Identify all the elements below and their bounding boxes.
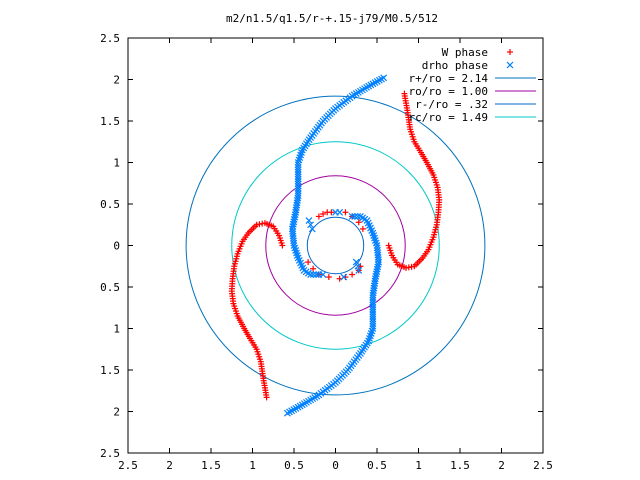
chart-title: m2/n1.5/q1.5/r-+.15-j79/M0.5/512 <box>226 12 438 25</box>
legend-label: drho phase <box>422 59 488 72</box>
legend-label: W phase <box>442 46 488 59</box>
w-phase-point <box>324 209 331 216</box>
y-tick-label: 2 <box>113 406 120 419</box>
legend-marker <box>506 61 514 69</box>
w-phase-point <box>279 242 286 249</box>
y-tick-label: 2.5 <box>100 32 120 45</box>
drho-phase-point <box>351 213 359 220</box>
w-phase-point <box>325 274 332 281</box>
y-tick-label: 1.5 <box>100 364 120 377</box>
y-tick-label: 0 <box>113 240 120 253</box>
legend-label: r+/ro = 2.14 <box>409 72 489 85</box>
w-phase-point <box>315 213 322 220</box>
x-tick-label: 0 <box>332 459 339 472</box>
w-phase-point <box>349 271 356 278</box>
y-tick-label: 2 <box>113 74 120 87</box>
reference-circles <box>185 95 486 396</box>
drho-phase-point <box>354 213 362 220</box>
w-phase-point <box>342 209 349 216</box>
legend-label: r-/ro = .32 <box>415 98 488 111</box>
x-tick-label: 2.5 <box>118 459 138 472</box>
y-tick-label: 1 <box>113 323 120 336</box>
circle-ro-ro-1-00 <box>265 175 406 316</box>
y-tick-label: 2.5 <box>100 447 120 460</box>
drho-phase-point <box>352 258 360 266</box>
drho-phase-point <box>305 217 313 225</box>
axis-tick-labels: 2.5 2 1.5 1 0.5 0 0.5 1 1.5 2 2.52.521.510.500.511… <box>100 32 553 472</box>
w-phase-point <box>355 219 362 226</box>
circle-r-ro-2-14 <box>185 95 486 396</box>
drho-phase-point <box>309 271 317 278</box>
y-tick-label: 0.5 <box>100 281 120 294</box>
drho-phase-point <box>319 271 327 278</box>
legend-label: ro/ro = 1.00 <box>409 85 488 98</box>
drho-phase-point <box>348 213 356 220</box>
axis-ticks <box>127 37 544 454</box>
legend-label: rc/ro = 1.49 <box>409 111 488 124</box>
w-phase-point <box>385 242 392 249</box>
x-tick-label: 2 <box>166 459 173 472</box>
w-phase-point <box>359 225 366 232</box>
circle-r-ro-32 <box>306 216 365 275</box>
x-tick-label: 0.5 <box>284 459 304 472</box>
x-tick-label: 1.5 <box>450 459 470 472</box>
y-tick-label: 0.5 <box>100 198 120 211</box>
drho-phase-point <box>307 271 315 278</box>
circle-rc-ro-1-49 <box>231 141 440 350</box>
x-tick-label: 2.5 <box>533 459 553 472</box>
drho-phase-point <box>355 266 363 274</box>
w-phase-point <box>305 259 312 266</box>
drho-phase-point <box>340 273 348 281</box>
drho-phase-point <box>308 225 316 233</box>
drho-phase-point <box>336 208 344 216</box>
x-tick-label: 1 <box>415 459 422 472</box>
w-phase-point <box>310 265 317 272</box>
phase-points <box>228 74 443 417</box>
x-tick-label: 1 <box>249 459 256 472</box>
drho-phase-point <box>312 271 320 278</box>
drho-phase-point <box>307 221 315 229</box>
x-tick-label: 1.5 <box>201 459 221 472</box>
y-tick-label: 1.5 <box>100 115 120 128</box>
y-tick-label: 1 <box>113 157 120 170</box>
w-phase-point <box>320 210 327 217</box>
legend-marker <box>507 49 513 55</box>
drho-phase-point <box>356 213 364 220</box>
x-tick-label: 2 <box>498 459 505 472</box>
x-tick-label: 0.5 <box>367 459 387 472</box>
